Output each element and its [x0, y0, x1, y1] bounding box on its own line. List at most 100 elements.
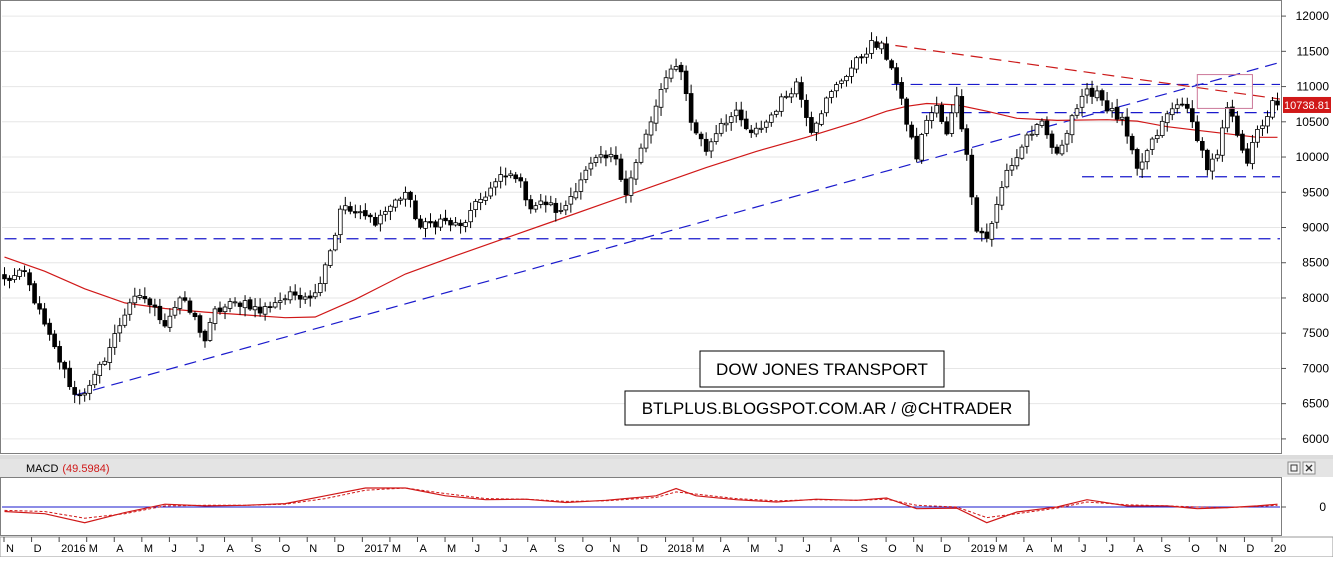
- time-tick-label: J: [171, 543, 177, 555]
- candle-body: [969, 154, 975, 198]
- candle-body: [217, 307, 223, 313]
- candle-body: [1179, 103, 1185, 106]
- candle-body: [332, 234, 338, 251]
- time-tick-label: M: [447, 543, 456, 555]
- candle-body: [1205, 149, 1210, 171]
- candle-body: [1149, 138, 1155, 150]
- candle-body: [984, 231, 990, 239]
- time-tick-label: D: [34, 543, 42, 555]
- candle-body: [317, 283, 323, 293]
- candle-body: [1119, 116, 1125, 120]
- candle-body: [438, 218, 443, 228]
- candle-body: [693, 122, 699, 134]
- candle-body: [167, 315, 173, 328]
- candle-body: [618, 158, 624, 180]
- candle-body: [473, 201, 478, 210]
- candle-body: [257, 306, 263, 314]
- candle-body: [558, 210, 564, 212]
- candle-body: [718, 123, 724, 134]
- candles: [2, 32, 1280, 405]
- candle-body: [598, 154, 604, 158]
- candle-body: [979, 230, 985, 234]
- candle-body: [1059, 144, 1065, 155]
- candle-body: [814, 122, 819, 133]
- candle-body: [1034, 124, 1040, 135]
- candle-body: [854, 57, 859, 70]
- panel-separator[interactable]: [0, 455, 1333, 459]
- candle-body: [909, 124, 914, 138]
- candle-body: [117, 325, 123, 334]
- time-tick-label: A: [1026, 543, 1034, 555]
- candle-body: [738, 109, 744, 121]
- candle-body: [408, 191, 413, 200]
- candle-body: [698, 133, 704, 140]
- time-tick-label: D: [943, 543, 951, 555]
- candle-body: [563, 205, 569, 211]
- candle-body: [182, 297, 188, 301]
- candle-body: [398, 198, 403, 201]
- candle-body: [758, 127, 764, 130]
- candle-body: [588, 162, 594, 170]
- time-tick-label: M: [144, 543, 153, 555]
- candle-body: [247, 299, 253, 310]
- time-tick-label: A: [116, 543, 124, 555]
- candle-body: [107, 347, 113, 363]
- candle-body: [112, 333, 118, 348]
- candle-body: [47, 322, 52, 335]
- candle-body: [1084, 88, 1090, 96]
- candle-body: [297, 295, 303, 300]
- price-tick-label: 10500: [1296, 115, 1330, 129]
- candle-body: [147, 298, 153, 306]
- price-tick-label: 7000: [1302, 361, 1329, 375]
- candle-body: [613, 154, 619, 160]
- time-tick-label: J: [502, 543, 508, 555]
- candle-body: [743, 118, 749, 130]
- candle-body: [1099, 90, 1105, 101]
- candle-body: [1079, 95, 1085, 108]
- time-tick-label: O: [888, 543, 897, 555]
- candle-body: [1174, 104, 1180, 109]
- candle-body: [1134, 149, 1140, 169]
- time-tick-label: S: [557, 543, 564, 555]
- candle-body: [348, 206, 353, 212]
- time-tick-label: N: [612, 543, 620, 555]
- candle-body: [172, 307, 178, 316]
- candle-body: [924, 119, 929, 134]
- candle-body: [277, 300, 283, 303]
- restore-window-icon[interactable]: [1287, 461, 1301, 475]
- candle-body: [673, 66, 679, 70]
- candle-body: [628, 177, 634, 196]
- candle-body: [22, 270, 27, 273]
- time-tick-label: S: [861, 543, 868, 555]
- candle-body: [267, 306, 273, 308]
- candle-body: [789, 93, 794, 98]
- candle-body: [302, 296, 308, 300]
- candle-body: [232, 301, 238, 304]
- candle-body: [844, 76, 849, 82]
- candle-body: [162, 320, 168, 327]
- time-tick-label: 20: [1274, 543, 1286, 555]
- candle-body: [363, 210, 368, 217]
- candle-body: [733, 109, 739, 117]
- candle-body: [879, 42, 884, 50]
- candle-body: [242, 300, 248, 309]
- candle-body: [954, 95, 960, 114]
- candle-body: [52, 333, 57, 348]
- candle-body: [1200, 141, 1205, 151]
- candle-body: [12, 275, 17, 281]
- candle-body: [418, 218, 423, 228]
- price-tick-label: 12000: [1296, 9, 1330, 23]
- candle-body: [523, 181, 529, 201]
- candle-body: [413, 200, 418, 220]
- candle-body: [578, 179, 584, 192]
- candle-body: [227, 301, 233, 309]
- candle-body: [1014, 157, 1020, 167]
- time-tick-label: A: [833, 543, 841, 555]
- close-window-icon[interactable]: [1302, 461, 1316, 475]
- highlight-box: [1196, 74, 1253, 109]
- candle-body: [1195, 121, 1200, 141]
- candle-body: [428, 221, 433, 224]
- candle-body: [87, 384, 93, 394]
